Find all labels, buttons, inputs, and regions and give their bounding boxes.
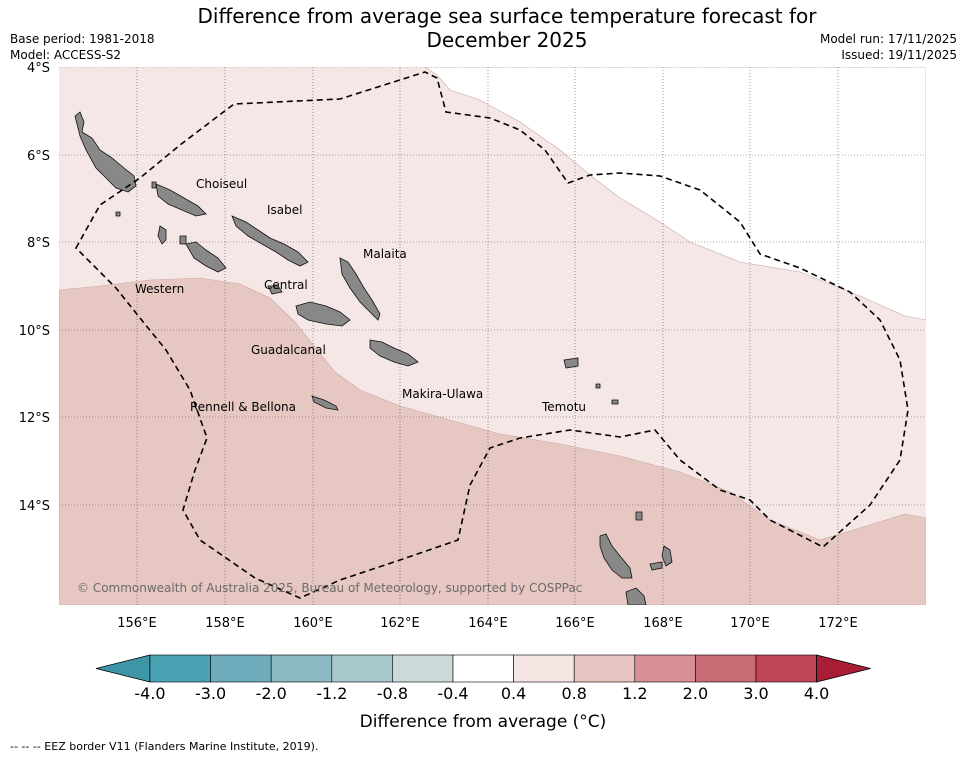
island-shape bbox=[649, 561, 663, 571]
lon-label: 158°E bbox=[205, 616, 245, 631]
eez-border bbox=[75, 71, 909, 599]
colorbar-segment bbox=[695, 654, 757, 683]
colorbar-segment bbox=[573, 654, 636, 683]
lat-label: 14°S bbox=[19, 499, 50, 514]
colorbar-segment bbox=[513, 654, 575, 683]
colorbar-tick-label: 3.0 bbox=[743, 684, 768, 703]
lon-label: 160°E bbox=[293, 616, 333, 631]
island-shape bbox=[599, 533, 633, 579]
island-shape bbox=[179, 235, 187, 245]
colorbar-tick-label: 0.4 bbox=[501, 684, 526, 703]
island-shape bbox=[74, 111, 137, 193]
colorbar: -4.0 -3.0 -2.0 -1.2 -0.8 -0.4 0.4 0.8 1.2 2.0 3.0 4… bbox=[95, 654, 871, 732]
map-title: Difference from average sea surface temp… bbox=[0, 4, 965, 52]
place-label: Rennell & Bellona bbox=[190, 400, 296, 414]
map-area: Choiseul Isabel Malaita Western Central … bbox=[59, 67, 926, 605]
island-shape bbox=[625, 587, 647, 605]
left-info: Base period: 1981-2018 Model: ACCESS-S2 bbox=[10, 31, 155, 63]
colorbar-segment bbox=[331, 654, 393, 683]
base-period-text: Base period: 1981-2018 bbox=[10, 32, 155, 46]
colorbar-tick-label: 2.0 bbox=[683, 684, 708, 703]
lon-label: 164°E bbox=[468, 616, 508, 631]
island-shape bbox=[563, 357, 579, 369]
place-label: Makira-Ulawa bbox=[402, 387, 483, 401]
place-label: Malaita bbox=[363, 247, 407, 261]
colorbar-segment bbox=[755, 654, 817, 683]
title-line-2: December 2025 bbox=[426, 28, 588, 52]
island-shape bbox=[635, 511, 643, 521]
colorbar-tick-label: -2.0 bbox=[256, 684, 287, 703]
lon-label: 172°E bbox=[818, 616, 858, 631]
anomaly-zone-neutral bbox=[424, 67, 926, 321]
place-label: Western bbox=[135, 282, 184, 296]
island-shape bbox=[267, 285, 283, 295]
place-label: Central bbox=[264, 278, 308, 292]
copyright-credit: © Commonwealth of Australia 2025, Bureau… bbox=[77, 581, 582, 595]
island-shape bbox=[611, 399, 619, 405]
lat-label: 4°S bbox=[27, 61, 50, 76]
colorbar-tick-label: -3.0 bbox=[195, 684, 226, 703]
lon-label: 156°E bbox=[117, 616, 157, 631]
island-shape bbox=[311, 395, 339, 411]
lon-label: 170°E bbox=[730, 616, 770, 631]
colorbar-tick-label: -4.0 bbox=[134, 684, 165, 703]
island-shape bbox=[231, 215, 309, 267]
place-label: Choiseul bbox=[196, 177, 247, 191]
colorbar-arrow-left bbox=[95, 654, 151, 683]
colorbar-tick-label: -1.2 bbox=[316, 684, 347, 703]
island-shape bbox=[157, 225, 167, 245]
colorbar-arrow-right bbox=[816, 654, 871, 683]
model-text: Model: ACCESS-S2 bbox=[10, 48, 122, 62]
issued-text: Issued: 19/11/2025 bbox=[841, 48, 957, 62]
longitude-labels: 156°E 158°E 160°E 162°E 164°E 166°E 168°… bbox=[117, 616, 858, 631]
colorbar-tick-label: 0.8 bbox=[561, 684, 586, 703]
colorbar-tick-label: -0.4 bbox=[437, 684, 468, 703]
model-run-text: Model run: 17/11/2025 bbox=[819, 32, 957, 46]
colorbar-tick-label: 1.2 bbox=[622, 684, 647, 703]
anomaly-zone-medium bbox=[59, 277, 926, 605]
lat-label: 8°S bbox=[27, 236, 50, 251]
graticule bbox=[59, 67, 926, 605]
colorbar-title: Difference from average (°C) bbox=[360, 712, 607, 732]
lat-label: 12°S bbox=[19, 411, 50, 426]
landmass bbox=[74, 111, 673, 605]
place-label: Isabel bbox=[267, 203, 302, 217]
colorbar-tick-label: -0.8 bbox=[377, 684, 408, 703]
lon-label: 162°E bbox=[380, 616, 420, 631]
island-shape bbox=[155, 183, 207, 217]
island-shape bbox=[115, 211, 121, 217]
colorbar-segment bbox=[149, 654, 211, 683]
lon-label: 168°E bbox=[643, 616, 683, 631]
island-shape bbox=[595, 383, 601, 389]
island-shape bbox=[661, 545, 673, 567]
island-shape bbox=[185, 241, 227, 273]
right-info: Model run: 17/11/2025 Issued: 19/11/2025 bbox=[820, 31, 957, 63]
place-label: Temotu bbox=[541, 400, 586, 414]
colorbar-segment bbox=[392, 654, 454, 683]
island-shape bbox=[339, 257, 381, 321]
island-shape bbox=[295, 301, 351, 327]
title-line-1: Difference from average sea surface temp… bbox=[197, 4, 817, 28]
island-shape bbox=[151, 181, 157, 189]
eez-footnote: -- -- -- EEZ border V11 (Flanders Marine… bbox=[10, 740, 319, 753]
colorbar-segment bbox=[634, 654, 696, 683]
lat-label: 6°S bbox=[27, 149, 50, 164]
colorbar-tick-label: 4.0 bbox=[804, 684, 829, 703]
colorbar-segment bbox=[452, 654, 514, 683]
colorbar-segment bbox=[210, 654, 272, 683]
lat-label: 10°S bbox=[19, 324, 50, 339]
place-label: Guadalcanal bbox=[251, 343, 326, 357]
lon-label: 166°E bbox=[555, 616, 595, 631]
island-shape bbox=[369, 339, 419, 367]
colorbar-segment bbox=[270, 654, 333, 683]
latitude-labels: 4°S 6°S 8°S 10°S 12°S 14°S bbox=[19, 61, 50, 514]
